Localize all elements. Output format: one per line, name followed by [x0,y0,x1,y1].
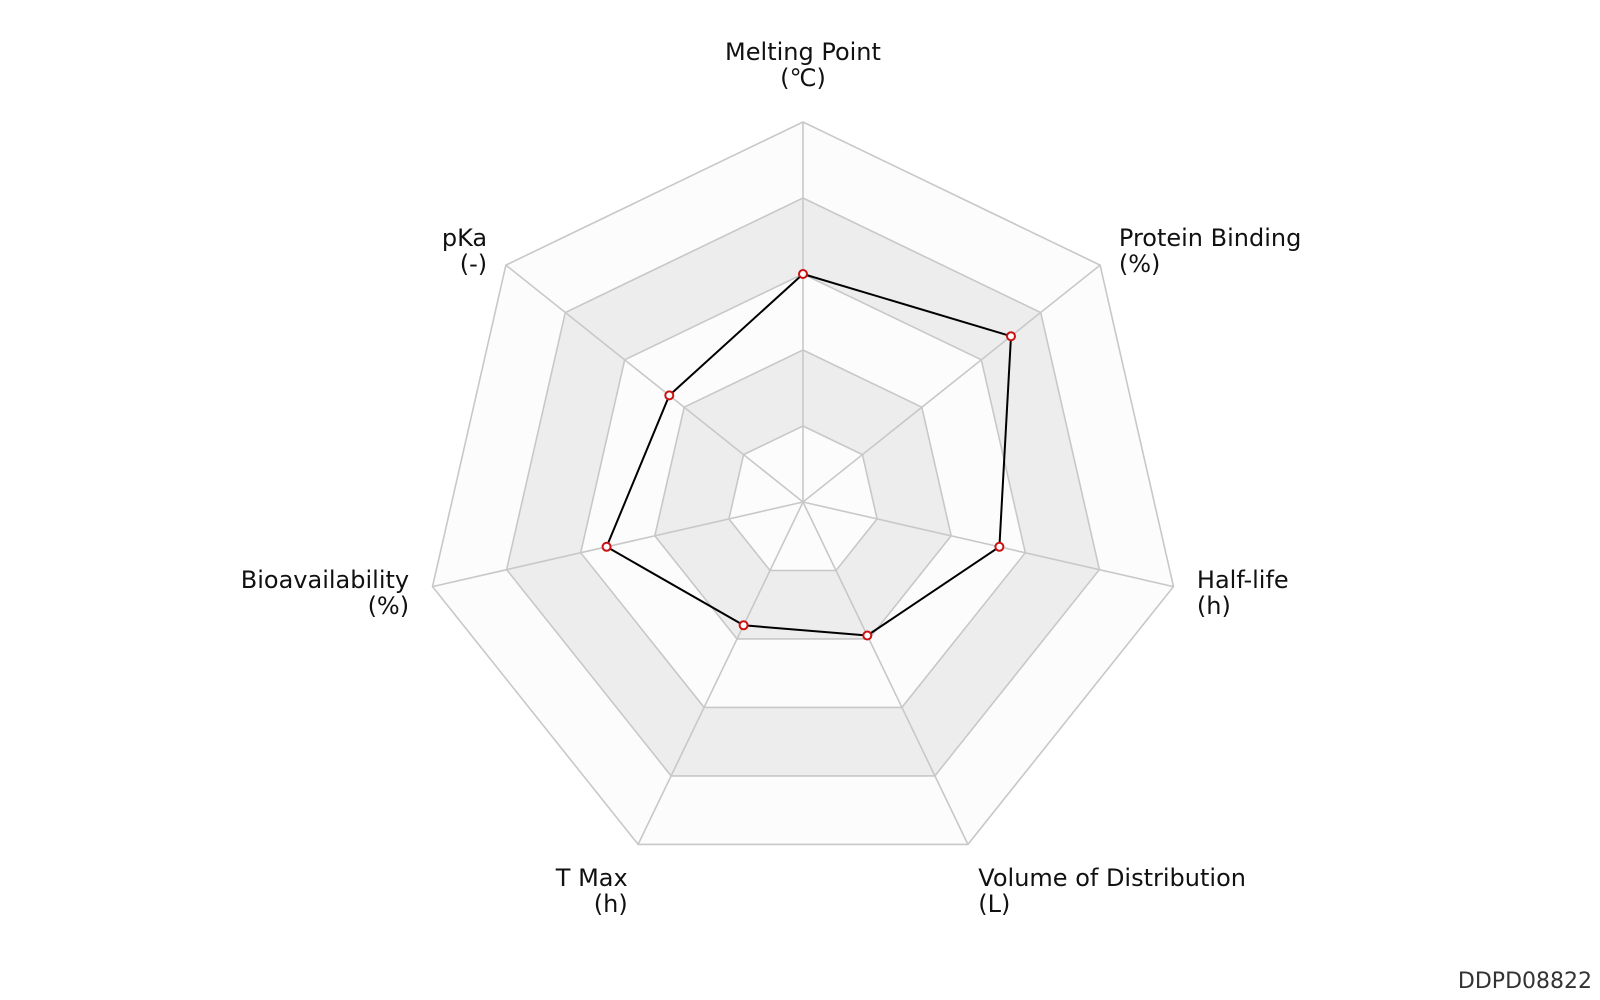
axis-name: Half-life [1197,566,1289,594]
axis-name: Bioavailability [241,566,409,594]
radar-axis-spoke [802,264,1101,503]
radar-data-point [862,630,873,641]
radar-axis-spoke [505,264,804,503]
axis-unit: (L) [978,890,1010,918]
radar-axis-label: Protein Binding (%) [1119,224,1301,278]
axis-unit: (-) [460,250,487,278]
radar-data-point [738,620,749,631]
axis-name: Melting Point [725,38,881,66]
radar-axis-spoke [432,501,804,588]
radar-data-point [994,541,1005,552]
axis-unit: (%) [368,592,410,620]
radar-data-point [1006,331,1016,342]
radar-axis-spoke [802,501,969,845]
radar-axis-label: Bioavailability (%) [241,566,409,620]
axis-unit: (%) [1119,250,1161,278]
radar-axis-label: Volume of Distribution (L) [978,864,1246,918]
radar-axis-label: Melting Point (℃) [725,38,881,92]
radar-series [601,269,1016,641]
radar-axis-spokes [432,122,1174,845]
radar-axis-labels: Melting Point (℃)Protein Binding (%)Half-l… [241,38,1302,918]
chart-identifier: DDPD08822 [1457,969,1592,994]
axis-name: T Max [555,864,628,892]
axis-name: Volume of Distribution [978,864,1246,892]
radar-axis-spoke [637,501,804,845]
axis-name: Protein Binding [1119,224,1301,252]
radar-axis-label: T Max (h) [555,864,628,918]
axis-unit: (h) [1197,592,1231,620]
radar-axis-spoke [802,501,1174,588]
radar-axis-label: Half-life (h) [1197,566,1289,620]
radar-data-point [798,269,808,279]
axis-name: pKa [442,224,487,252]
radar-axis-label: pKa (-) [442,224,487,278]
radar-data-point [601,541,612,552]
axis-unit: (h) [594,890,628,918]
axis-unit: (℃) [780,64,826,92]
radar-series-line [605,273,1012,637]
radar-data-point [664,390,675,401]
